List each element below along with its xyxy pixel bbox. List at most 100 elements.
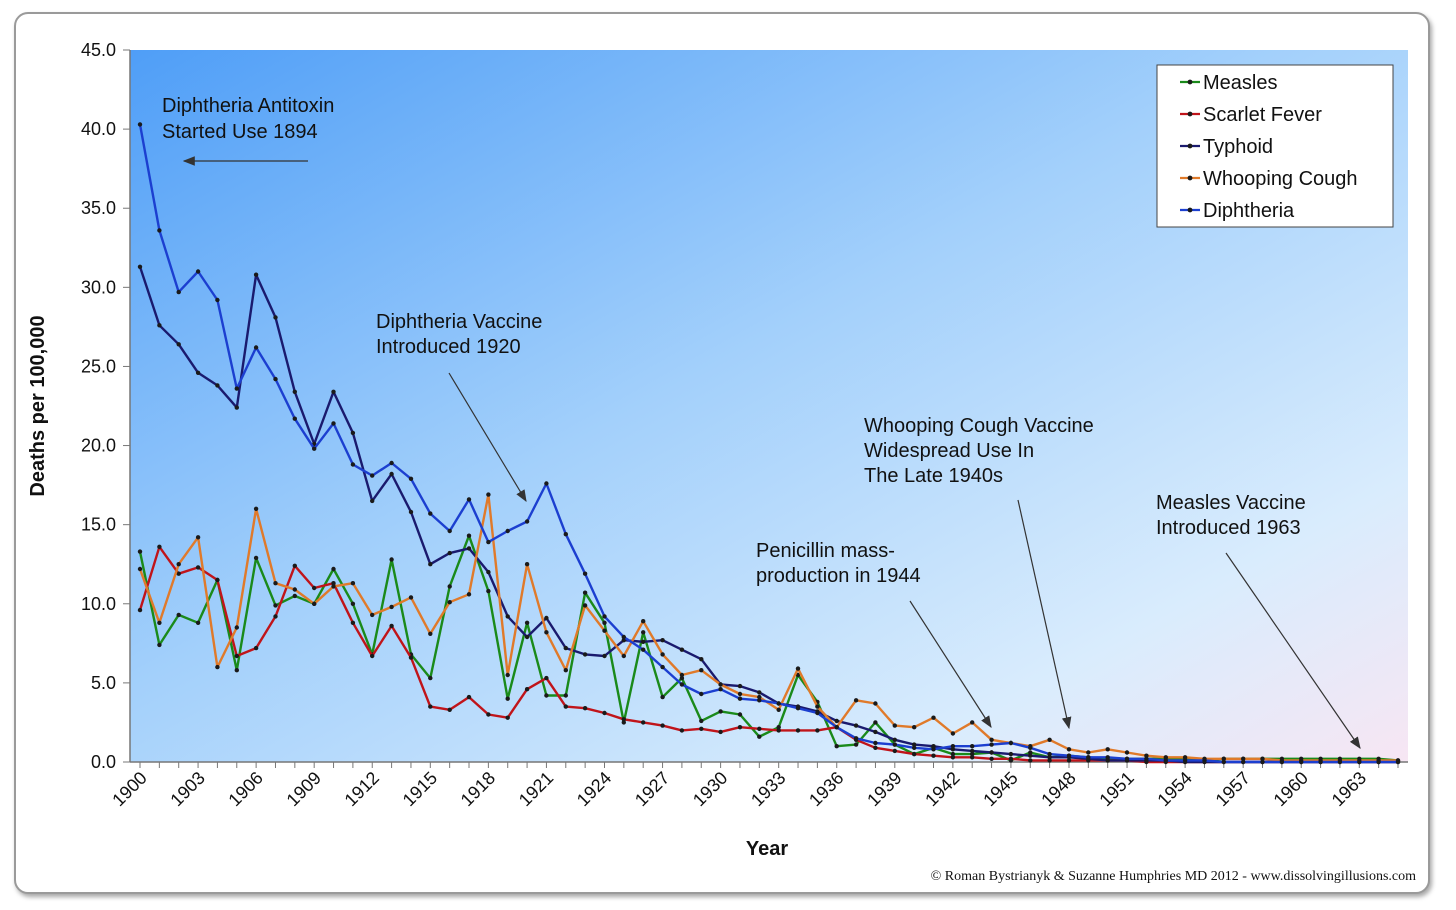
data-point-typhoid — [544, 615, 549, 621]
data-point-typhoid — [737, 683, 743, 689]
data-point-diphtheria — [505, 528, 510, 534]
data-point-diphtheria — [273, 376, 278, 382]
data-point-measles — [273, 603, 278, 608]
data-point-typhoid — [1047, 755, 1052, 760]
data-point-diphtheria — [718, 687, 723, 692]
data-point-measles — [544, 693, 549, 698]
data-point-diphtheria — [737, 696, 743, 701]
data-point-whooping-cough — [524, 562, 530, 567]
data-point-measles — [582, 590, 588, 595]
data-point-measles — [389, 557, 394, 562]
data-point-whooping-cough — [757, 694, 762, 700]
data-point-typhoid — [524, 634, 530, 640]
data-point-diphtheria — [524, 519, 530, 524]
data-point-whooping-cough — [563, 668, 568, 673]
data-point-scarlet-fever — [350, 620, 356, 625]
annotation-penicillin-line2: production in 1944 — [756, 565, 921, 587]
data-point-whooping-cough — [950, 731, 956, 736]
data-point-whooping-cough — [466, 592, 472, 597]
x-tick-label: 1918 — [457, 768, 499, 810]
x-axis-ticks: 1900 1903 1906 1909 1912 1915 1918 1921 1924 1927… — [108, 762, 1399, 810]
data-point-scarlet-fever — [621, 717, 626, 722]
data-point-typhoid — [563, 645, 568, 651]
data-point-diphtheria — [1124, 756, 1130, 761]
data-point-diphtheria — [544, 481, 549, 486]
data-point-whooping-cough — [176, 562, 181, 567]
data-point-scarlet-fever — [970, 755, 975, 760]
data-point-diphtheria — [1318, 759, 1323, 765]
x-tick-label: 1948 — [1037, 768, 1079, 810]
data-point-typhoid — [157, 323, 162, 328]
data-point-measles — [176, 612, 181, 618]
data-point-whooping-cough — [428, 631, 433, 636]
x-axis-title: Year — [746, 838, 788, 860]
data-point-typhoid — [350, 430, 356, 436]
data-point-diphtheria — [1066, 753, 1072, 758]
data-point-typhoid — [699, 657, 704, 662]
data-point-whooping-cough — [660, 652, 665, 657]
x-tick-label: 1951 — [1095, 768, 1137, 810]
data-point-measles — [621, 720, 626, 725]
data-point-measles — [428, 675, 433, 681]
data-point-measles — [486, 588, 491, 594]
legend-label-scarlet-fever: Scarlet Fever — [1203, 104, 1322, 126]
data-point-whooping-cough — [776, 707, 781, 712]
data-point-scarlet-fever — [1047, 758, 1052, 763]
annotation-whooping-line1: Whooping Cough Vaccine — [864, 415, 1094, 437]
data-point-whooping-cough — [544, 630, 549, 635]
x-tick-label: 1954 — [1153, 768, 1195, 810]
x-tick-label: 1915 — [399, 768, 441, 810]
data-point-whooping-cough — [737, 691, 743, 697]
data-point-scarlet-fever — [524, 687, 530, 692]
data-point-whooping-cough — [350, 581, 356, 586]
data-point-whooping-cough — [215, 664, 220, 670]
data-point-typhoid — [641, 639, 646, 644]
data-point-scarlet-fever — [370, 653, 375, 659]
data-point-diphtheria — [699, 691, 704, 697]
data-point-whooping-cough — [641, 619, 646, 624]
data-point-measles — [466, 533, 472, 538]
data-point-measles — [505, 696, 510, 701]
y-tick-label: 10.0 — [81, 594, 116, 614]
data-point-typhoid — [834, 718, 839, 724]
data-point-whooping-cough — [1221, 756, 1227, 761]
data-point-whooping-cough — [621, 653, 626, 659]
data-point-whooping-cough — [1260, 756, 1265, 761]
data-point-measles — [195, 620, 201, 625]
data-point-typhoid — [215, 383, 220, 388]
data-point-whooping-cough — [795, 666, 801, 671]
data-point-whooping-cough — [989, 737, 994, 742]
annotation-penicillin-arrow — [909, 600, 992, 729]
data-point-typhoid — [1105, 758, 1110, 763]
x-tick-label: 1900 — [108, 768, 150, 810]
data-point-scarlet-fever — [157, 544, 162, 549]
series-line-typhoid — [138, 266, 1398, 764]
data-point-scarlet-fever — [466, 694, 472, 700]
y-tick-label: 20.0 — [81, 436, 116, 456]
data-point-measles — [834, 744, 839, 749]
data-point-diphtheria — [660, 664, 665, 670]
data-point-typhoid — [1008, 751, 1014, 757]
data-point-scarlet-fever — [737, 725, 743, 730]
x-tick-label: 1909 — [283, 768, 325, 810]
annotation-whooping-line2: Widespread Use In — [864, 440, 1034, 462]
data-point-measles — [641, 630, 646, 635]
data-point-typhoid — [234, 405, 239, 410]
data-point-whooping-cough — [195, 535, 201, 540]
data-point-diphtheria — [331, 421, 336, 426]
data-point-diphtheria — [370, 473, 375, 478]
annotation-whooping-line3: The Late 1940s — [864, 465, 1003, 487]
data-point-whooping-cough — [1163, 755, 1169, 760]
data-point-whooping-cough — [892, 723, 897, 728]
y-axis-title: Deaths per 100,000 — [27, 315, 49, 496]
data-point-scarlet-fever — [873, 745, 878, 750]
data-point-diphtheria — [157, 228, 162, 233]
data-point-diphtheria — [815, 710, 820, 716]
data-point-measles — [563, 693, 568, 698]
data-point-whooping-cough — [370, 612, 375, 618]
data-point-diphtheria — [1299, 759, 1304, 765]
data-point-scarlet-fever — [989, 756, 994, 761]
data-point-whooping-cough — [1086, 750, 1091, 755]
data-point-scarlet-fever — [582, 706, 588, 711]
series-diphtheria — [137, 122, 1401, 765]
